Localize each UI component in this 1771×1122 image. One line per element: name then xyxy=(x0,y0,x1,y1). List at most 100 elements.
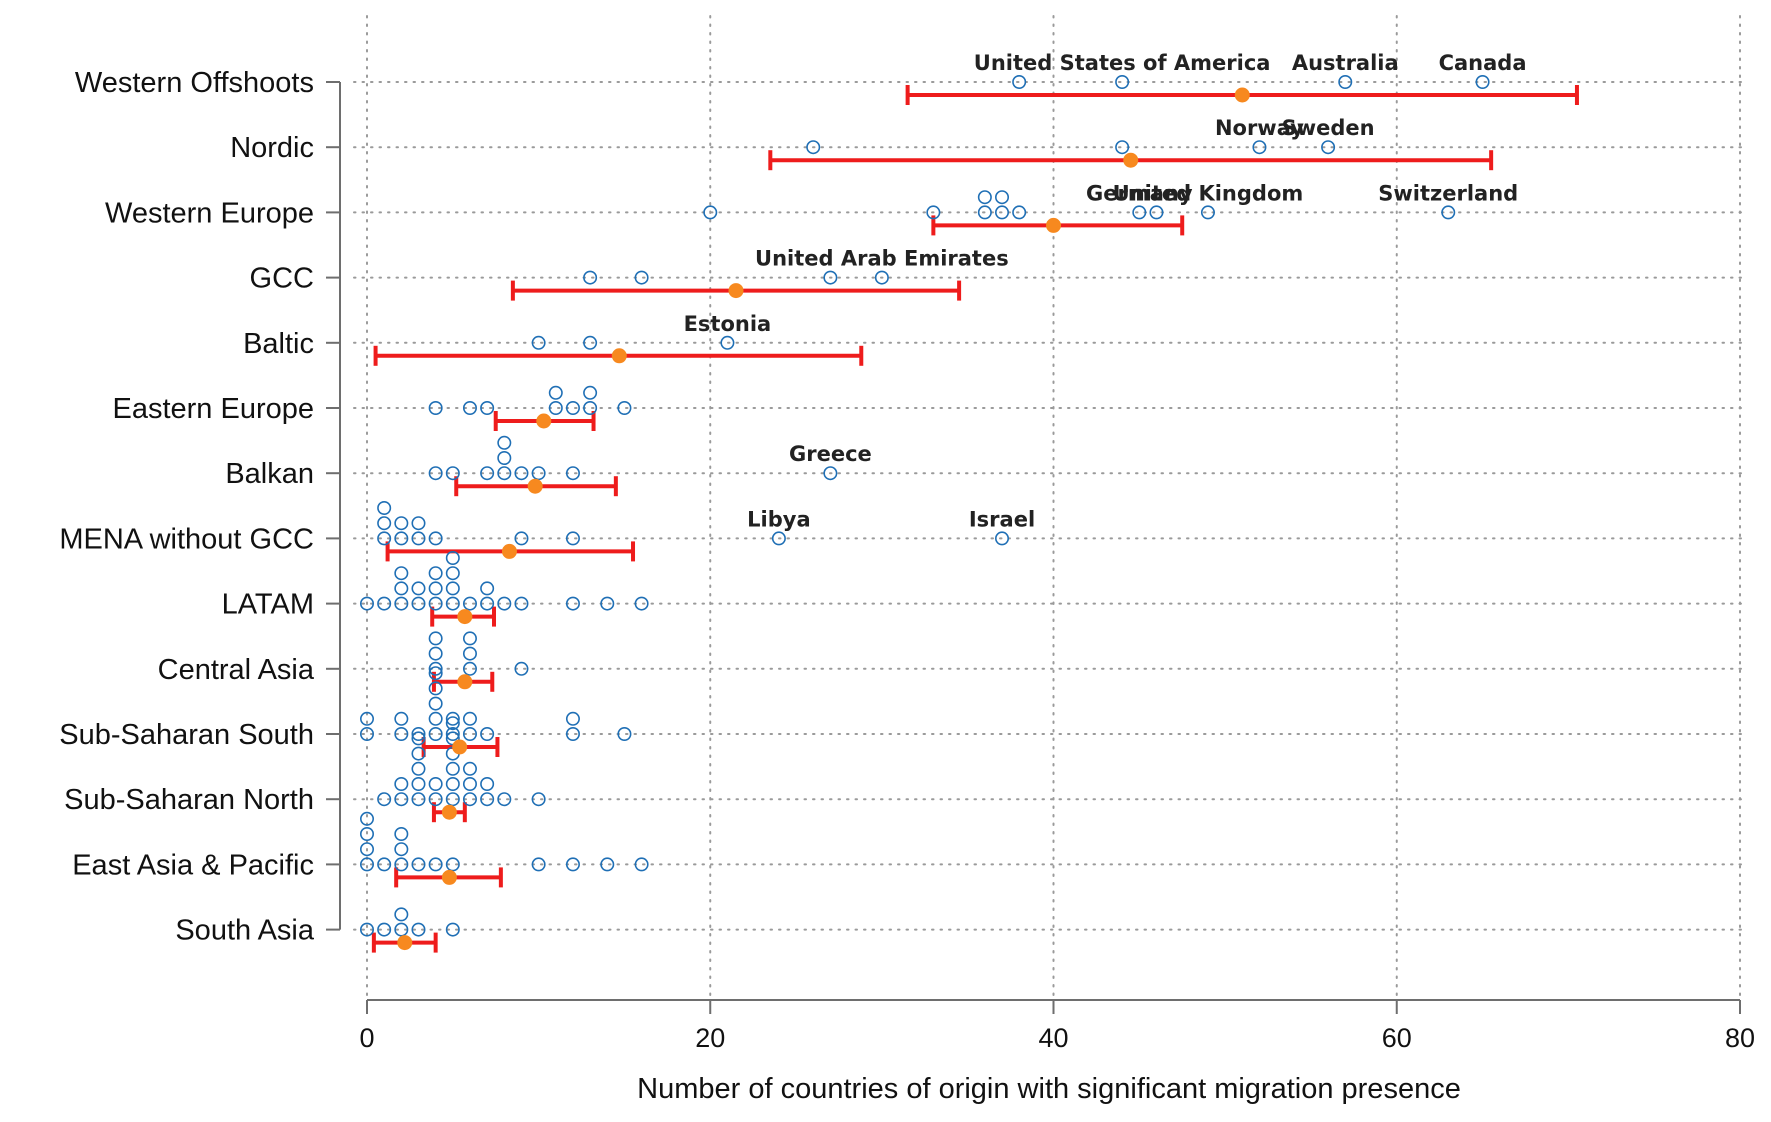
data-point-western-europe-3 xyxy=(977,190,992,205)
data-point-sub-saharan-north-22 xyxy=(531,792,546,807)
data-point-nordic-1 xyxy=(1115,140,1130,155)
data-point-south-asia-0 xyxy=(359,922,374,937)
data-point-nordic-2 xyxy=(1252,140,1267,155)
data-point-eastern-europe-6 xyxy=(583,400,598,415)
data-point-east-asia-pacific-8 xyxy=(411,857,426,872)
data-point-sub-saharan-south-5 xyxy=(428,726,443,741)
data-point-central-asia-4 xyxy=(462,646,477,661)
data-point-western-europe-9 xyxy=(1200,205,1215,220)
data-point-latam-1 xyxy=(377,596,392,611)
data-point-sub-saharan-south-16 xyxy=(565,711,580,726)
x-tick-label-4: 80 xyxy=(1725,1023,1755,1053)
data-point-mena-without-gcc-5 xyxy=(411,531,426,546)
annotation-libya: Libya xyxy=(747,507,810,531)
annotation-sweden: Sweden xyxy=(1282,116,1375,140)
data-point-western-europe-5 xyxy=(995,190,1010,205)
data-point-sub-saharan-north-9 xyxy=(428,776,443,791)
data-point-eastern-europe-5 xyxy=(565,400,580,415)
data-point-latam-5 xyxy=(411,596,426,611)
mean-marker-eastern-europe xyxy=(536,413,552,429)
mean-marker-balkan xyxy=(527,478,543,494)
data-point-east-asia-pacific-10 xyxy=(445,857,460,872)
mean-marker-east-asia-pacific xyxy=(441,869,457,885)
data-point-east-asia-pacific-3 xyxy=(359,811,374,826)
mean-marker-south-asia xyxy=(397,935,413,951)
data-point-balkan-5 xyxy=(497,435,512,450)
data-point-central-asia-2 xyxy=(428,631,443,646)
data-point-western-europe-4 xyxy=(995,205,1010,220)
label-layer: United States of America Australia Canada N… xyxy=(684,51,1527,531)
data-point-sub-saharan-south-6 xyxy=(428,711,443,726)
data-point-sub-saharan-north-6 xyxy=(411,746,426,761)
data-point-latam-6 xyxy=(411,581,426,596)
category-label-sub-saharan-south: Sub-Saharan South xyxy=(59,719,314,751)
data-point-east-asia-pacific-6 xyxy=(394,842,409,857)
data-point-western-offshoots-2 xyxy=(1338,75,1353,90)
data-point-sub-saharan-south-15 xyxy=(565,726,580,741)
data-point-latam-10 xyxy=(445,596,460,611)
data-point-eastern-europe-1 xyxy=(462,400,477,415)
data-point-western-offshoots-1 xyxy=(1115,75,1130,90)
data-point-sub-saharan-south-8 xyxy=(428,681,443,696)
data-point-sub-saharan-south-13 xyxy=(462,711,477,726)
data-point-south-asia-2 xyxy=(394,922,409,937)
data-point-eastern-europe-4 xyxy=(548,385,563,400)
data-point-sub-saharan-north-10 xyxy=(445,792,460,807)
data-point-east-asia-pacific-4 xyxy=(377,857,392,872)
data-point-balkan-8 xyxy=(565,466,580,481)
mean-marker-sub-saharan-south xyxy=(452,739,468,755)
data-point-latam-20 xyxy=(600,596,615,611)
data-point-central-asia-1 xyxy=(428,646,443,661)
data-point-gcc-3 xyxy=(874,270,889,285)
data-point-sub-saharan-north-20 xyxy=(480,776,495,791)
data-point-east-asia-pacific-7 xyxy=(394,826,409,841)
data-point-latam-4 xyxy=(394,566,409,581)
annotation-germany: Germany xyxy=(1086,181,1193,205)
data-point-latam-8 xyxy=(428,581,443,596)
data-point-sub-saharan-south-10 xyxy=(445,726,460,741)
points-layer xyxy=(359,75,1490,937)
data-point-sub-saharan-south-1 xyxy=(359,711,374,726)
data-point-balkan-2 xyxy=(480,466,495,481)
data-point-mena-without-gcc-9 xyxy=(565,531,580,546)
category-label-mena-without-gcc: MENA without GCC xyxy=(59,523,314,555)
data-point-central-asia-3 xyxy=(462,661,477,676)
data-point-balkan-7 xyxy=(531,466,546,481)
data-point-central-asia-6 xyxy=(514,661,529,676)
data-point-sub-saharan-north-11 xyxy=(445,776,460,791)
data-point-sub-saharan-north-1 xyxy=(394,792,409,807)
data-point-sub-saharan-north-18 xyxy=(462,761,477,776)
data-point-east-asia-pacific-2 xyxy=(359,826,374,841)
data-point-gcc-1 xyxy=(634,270,649,285)
data-point-sub-saharan-north-5 xyxy=(411,761,426,776)
data-point-east-asia-pacific-11 xyxy=(531,857,546,872)
data-point-latam-12 xyxy=(445,566,460,581)
data-point-east-asia-pacific-14 xyxy=(634,857,649,872)
data-point-eastern-europe-7 xyxy=(583,385,598,400)
data-point-east-asia-pacific-12 xyxy=(565,857,580,872)
annotation-greece: Greece xyxy=(789,442,872,466)
annotation-israel: Israel xyxy=(969,507,1035,531)
data-point-latam-14 xyxy=(462,596,477,611)
data-point-east-asia-pacific-5 xyxy=(394,857,409,872)
category-label-baltic: Baltic xyxy=(243,328,314,360)
mean-marker-baltic xyxy=(611,348,627,364)
x-tick-label-3: 60 xyxy=(1382,1023,1412,1053)
data-point-sub-saharan-south-0 xyxy=(359,726,374,741)
data-point-latam-13 xyxy=(445,550,460,565)
annotation-estonia: Estonia xyxy=(684,312,772,336)
data-point-south-asia-1 xyxy=(377,922,392,937)
data-point-sub-saharan-south-14 xyxy=(480,726,495,741)
data-point-sub-saharan-south-7 xyxy=(428,696,443,711)
data-point-eastern-europe-8 xyxy=(617,400,632,415)
data-point-latam-7 xyxy=(428,596,443,611)
category-label-western-offshoots: Western Offshoots xyxy=(75,67,314,99)
data-point-western-europe-10 xyxy=(1441,205,1456,220)
data-point-balkan-0 xyxy=(428,466,443,481)
data-point-latam-15 xyxy=(480,596,495,611)
data-point-sub-saharan-north-17 xyxy=(462,776,477,791)
data-point-east-asia-pacific-1 xyxy=(359,842,374,857)
data-point-sub-saharan-north-15 xyxy=(445,716,460,731)
data-point-sub-saharan-north-16 xyxy=(462,792,477,807)
